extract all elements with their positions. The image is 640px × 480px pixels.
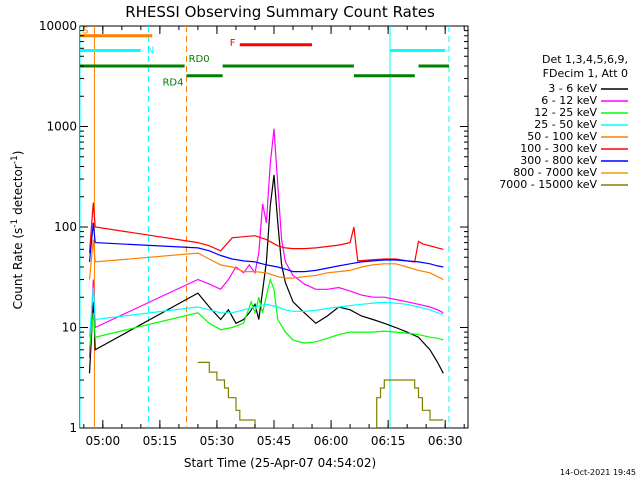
legend-label-4: 50 - 100 keV bbox=[527, 130, 597, 143]
legend-label-5: 100 - 300 keV bbox=[520, 142, 597, 155]
series-line-0 bbox=[88, 174, 444, 374]
x-tick-label-4: 06:00 bbox=[314, 434, 349, 448]
legend: Det 1,3,4,5,6,9, FDecim 1, Att 0 3 - 6 k… bbox=[499, 53, 628, 191]
legend-label-3: 25 - 50 keV bbox=[534, 118, 597, 131]
y-tick-label-3: 1000 bbox=[46, 120, 77, 134]
series-line-6 bbox=[88, 222, 444, 273]
x-axis: 05:00 05:15 05:30 05:45 06:00 06:15 06:30 bbox=[83, 26, 465, 448]
date-stamp: 14-Oct-2021 19:45 bbox=[560, 468, 636, 477]
flag-label-rd4: RD4 bbox=[162, 78, 183, 89]
flag-label-s: S bbox=[82, 26, 88, 37]
x-tick-label-5: 06:15 bbox=[371, 434, 406, 448]
data-layer bbox=[80, 26, 450, 428]
series-line-5 bbox=[88, 202, 444, 263]
series-line-8 bbox=[197, 361, 444, 428]
series-line-4 bbox=[88, 239, 444, 281]
series-line-2 bbox=[88, 277, 444, 350]
flag-label-f: F bbox=[230, 38, 236, 49]
y-tick-label-0: 1 bbox=[69, 421, 77, 435]
x-tick-label-3: 05:45 bbox=[257, 434, 292, 448]
chart-title: RHESSI Observing Summary Count Rates bbox=[125, 3, 435, 21]
legend-label-7: 800 - 7000 keV bbox=[513, 166, 597, 179]
plot-frame bbox=[79, 25, 469, 429]
x-tick-label-2: 05:30 bbox=[200, 434, 235, 448]
x-axis-label: Start Time (25-Apr-07 04:54:02) bbox=[184, 456, 376, 470]
x-tick-label-0: 05:00 bbox=[86, 434, 121, 448]
legend-label-0: 3 - 6 keV bbox=[548, 82, 597, 95]
y-tick-label-4: 10000 bbox=[39, 19, 77, 33]
y-axis: 1 10 100 1000 10000 bbox=[39, 19, 468, 435]
flag-label-n: N bbox=[147, 46, 154, 57]
legend-label-2: 12 - 25 keV bbox=[534, 106, 597, 119]
y-axis-label: Count Rate (s-1 detector-1) bbox=[10, 151, 25, 310]
x-tick-label-6: 06:30 bbox=[428, 434, 463, 448]
legend-header-1: Det 1,3,4,5,6,9, bbox=[542, 53, 628, 66]
y-tick-label-1: 10 bbox=[62, 321, 77, 335]
series-line-3 bbox=[88, 287, 444, 338]
flag-label-rd0: RD0 bbox=[189, 54, 210, 65]
legend-label-6: 300 - 800 keV bbox=[520, 154, 597, 167]
plot-area: S N RD0 RD4 F bbox=[79, 25, 469, 429]
y-tick-label-2: 100 bbox=[54, 220, 77, 234]
legend-label-8: 7000 - 15000 keV bbox=[499, 178, 597, 191]
series-line-1 bbox=[88, 128, 444, 358]
x-tick-label-1: 05:15 bbox=[143, 434, 178, 448]
legend-header-2: FDecim 1, Att 0 bbox=[543, 67, 628, 80]
legend-label-1: 6 - 12 keV bbox=[541, 94, 597, 107]
